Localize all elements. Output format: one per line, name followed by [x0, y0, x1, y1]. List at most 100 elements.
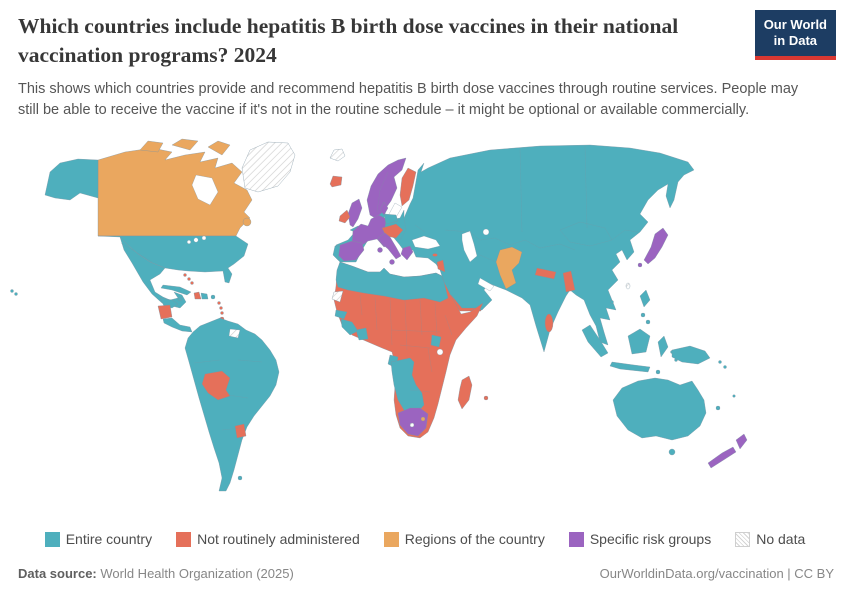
country-philippines[interactable]	[639, 289, 651, 308]
lesser-antilles-1[interactable]	[217, 301, 221, 305]
attribution-text: OurWorldinData.org/vaccination | CC BY	[599, 566, 834, 581]
region-north-africa[interactable]	[335, 261, 449, 303]
philippines-island-3[interactable]	[645, 319, 651, 325]
country-pakistan[interactable]	[495, 246, 523, 290]
data-source-value: World Health Organization (2025)	[96, 566, 294, 581]
country-usa[interactable]	[97, 235, 249, 284]
country-lesotho[interactable]	[409, 422, 415, 428]
country-canada[interactable]	[97, 147, 253, 237]
country-uruguay[interactable]	[234, 423, 247, 439]
region-costa-rica-panama[interactable]	[162, 317, 193, 333]
new-caledonia[interactable]	[715, 405, 721, 411]
country-bahamas-1[interactable]	[183, 273, 187, 277]
country-papua-new-guinea[interactable]	[671, 345, 711, 365]
country-new-zealand-north[interactable]	[735, 433, 748, 450]
fiji[interactable]	[732, 394, 736, 398]
country-cyprus[interactable]	[432, 253, 438, 257]
title-line2: vaccination programs? 2024	[18, 43, 277, 68]
region-angola-namibia-botswana[interactable]	[390, 357, 425, 416]
country-portugal[interactable]	[332, 245, 341, 261]
country-sri-lanka[interactable]	[544, 313, 554, 333]
country-bolivia[interactable]	[201, 370, 231, 401]
country-bangladesh[interactable]	[562, 270, 576, 293]
legend-swatch-nodata	[735, 531, 751, 547]
country-cote-divoire[interactable]	[355, 327, 369, 341]
legend-item-nodata[interactable]: No data	[735, 531, 805, 547]
region-guinea-liberia[interactable]	[340, 318, 359, 336]
legend-swatch-entire	[44, 531, 60, 547]
indonesia-java[interactable]	[609, 361, 651, 373]
country-cuba[interactable]	[160, 284, 192, 296]
region-czechia-poland[interactable]	[383, 213, 399, 225]
svalbard[interactable]	[329, 148, 346, 162]
hudson-bay	[191, 174, 219, 206]
taiwan[interactable]	[625, 282, 631, 290]
country-new-zealand-south[interactable]	[707, 446, 737, 469]
country-puerto-rico[interactable]	[210, 294, 216, 300]
hawaii-2[interactable]	[14, 292, 18, 296]
country-bahamas-2[interactable]	[187, 277, 191, 281]
country-jamaica[interactable]	[177, 296, 183, 302]
data-source: Data source: World Health Organization (…	[18, 566, 294, 581]
country-italy-sicily[interactable]	[389, 259, 395, 265]
lesser-antilles-2[interactable]	[219, 306, 223, 310]
country-denmark[interactable]	[379, 201, 389, 216]
world-map[interactable]	[0, 135, 850, 525]
country-senegal[interactable]	[334, 309, 348, 320]
country-usa-alaska[interactable]	[44, 158, 99, 201]
country-dominican-republic[interactable]	[200, 292, 209, 300]
legend-item-risk[interactable]: Specific risk groups	[568, 531, 711, 547]
country-south-africa[interactable]	[397, 407, 429, 437]
falkland-islands[interactable]	[237, 475, 243, 481]
country-finland[interactable]	[399, 167, 417, 207]
country-nepal[interactable]	[534, 267, 557, 280]
country-japan-kyushu[interactable]	[637, 262, 643, 268]
country-bahamas-3[interactable]	[190, 281, 194, 285]
indonesia-sumatra[interactable]	[581, 324, 609, 358]
canada-arctic-island-1[interactable]	[139, 140, 164, 153]
region-south-america[interactable]	[184, 317, 280, 492]
australia-tasmania[interactable]	[668, 448, 676, 456]
indonesia-sulawesi[interactable]	[657, 335, 669, 358]
solomon-islands-1[interactable]	[718, 360, 722, 364]
country-united-kingdom[interactable]	[347, 198, 363, 228]
country-greenland[interactable]	[241, 141, 296, 193]
legend-item-entire[interactable]: Entire country	[44, 531, 152, 547]
canada-arctic-island-2[interactable]	[171, 138, 199, 151]
indonesia-borneo[interactable]	[627, 328, 651, 355]
country-mauritius[interactable]	[483, 395, 489, 401]
subtitle-line1: This shows which countries provide and r…	[18, 81, 799, 98]
country-ireland[interactable]	[338, 209, 351, 224]
legend-item-regions[interactable]: Regions of the country	[383, 531, 545, 547]
country-haiti[interactable]	[193, 291, 202, 300]
canada-arctic-island-3[interactable]	[207, 140, 231, 156]
country-japan[interactable]	[643, 227, 669, 265]
country-eswatini[interactable]	[420, 416, 426, 422]
country-nicaragua[interactable]	[157, 304, 173, 320]
data-source-label: Data source:	[18, 566, 97, 581]
indonesia-timor[interactable]	[655, 369, 661, 375]
country-italy[interactable]	[377, 232, 402, 260]
hainan[interactable]	[610, 300, 614, 304]
country-australia[interactable]	[612, 377, 707, 441]
region-jordan-lebanon[interactable]	[436, 259, 446, 273]
aral-sea	[482, 228, 490, 236]
country-canada-newfoundland[interactable]	[242, 217, 252, 227]
lesser-antilles-3[interactable]	[220, 311, 224, 315]
solomon-islands-2[interactable]	[723, 365, 727, 369]
country-mexico[interactable]	[119, 236, 187, 309]
philippines-island-2[interactable]	[640, 312, 646, 318]
legend-item-not_routine[interactable]: Not routinely administered	[176, 531, 360, 547]
country-uganda[interactable]	[430, 334, 442, 348]
legend-label-regions: Regions of the country	[404, 531, 545, 547]
hawaii-1[interactable]	[10, 289, 14, 293]
country-madagascar[interactable]	[457, 375, 473, 410]
country-greece[interactable]	[400, 245, 414, 261]
owid-logo[interactable]: Our World in Data	[754, 10, 836, 60]
black-sea	[411, 235, 441, 250]
attribution[interactable]: OurWorldinData.org/vaccination | CC BY	[600, 566, 834, 581]
western-sahara[interactable]	[331, 290, 344, 303]
country-italy-sardinia[interactable]	[377, 247, 383, 253]
country-iceland[interactable]	[329, 175, 343, 188]
country-suriname[interactable]	[228, 328, 241, 339]
